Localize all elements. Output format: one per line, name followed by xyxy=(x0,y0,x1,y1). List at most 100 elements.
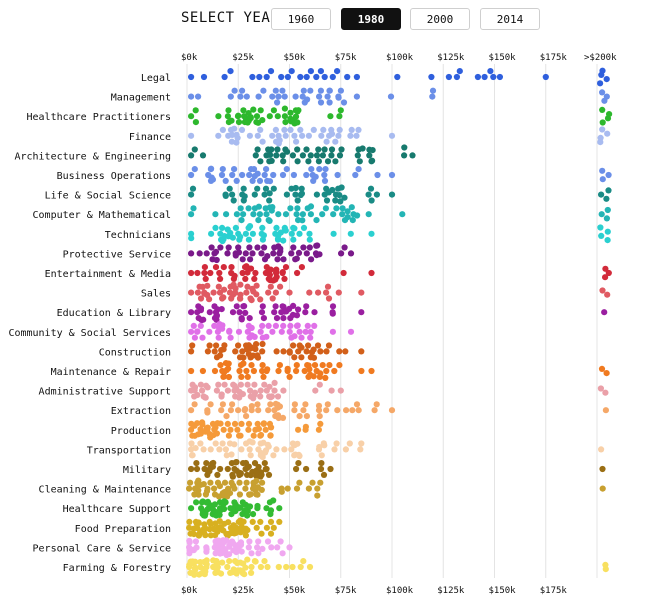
income-dot xyxy=(334,68,341,75)
income-dot xyxy=(335,94,342,101)
income-dot xyxy=(267,530,275,537)
income-dot xyxy=(229,131,236,138)
income-dot xyxy=(237,432,244,439)
income-dot xyxy=(239,269,246,277)
income-dot xyxy=(204,348,211,355)
year-button-2014[interactable]: 2014 xyxy=(480,8,540,30)
income-dot xyxy=(487,68,494,75)
income-dot xyxy=(474,73,481,81)
income-dot xyxy=(261,460,268,467)
income-dot xyxy=(203,546,210,553)
income-dot xyxy=(281,105,288,112)
income-dot xyxy=(209,176,216,183)
overflow-dot xyxy=(602,274,609,281)
income-dot xyxy=(235,249,243,256)
overflow-dot xyxy=(599,465,606,473)
income-dot xyxy=(255,538,262,545)
income-dot xyxy=(307,211,314,218)
income-dot xyxy=(388,171,396,179)
income-dot xyxy=(300,407,307,414)
category-label: Personal Care & Service xyxy=(33,543,171,554)
income-dot xyxy=(358,289,365,296)
income-dot xyxy=(287,322,294,329)
category-label: Production xyxy=(111,426,171,437)
income-dot xyxy=(306,366,313,373)
income-dot xyxy=(352,171,359,179)
income-dot xyxy=(254,146,261,153)
income-dot xyxy=(253,282,260,289)
income-dot xyxy=(232,285,239,292)
income-dot xyxy=(216,269,223,277)
year-button-1960[interactable]: 1960 xyxy=(271,8,331,30)
income-dot xyxy=(369,147,376,154)
income-dot xyxy=(304,322,311,329)
income-dot xyxy=(206,296,213,303)
income-dot xyxy=(231,272,238,279)
income-dot xyxy=(287,126,294,133)
overflow-dot xyxy=(599,106,606,113)
income-dot xyxy=(238,126,246,133)
income-dot xyxy=(322,205,329,212)
income-dot xyxy=(259,545,266,553)
income-dot xyxy=(289,152,296,159)
income-dot xyxy=(206,328,213,335)
income-dot xyxy=(270,107,277,114)
overflow-dot xyxy=(597,385,605,392)
x-tick-label-top: $0k xyxy=(181,53,198,63)
income-dot xyxy=(323,138,330,145)
income-dot xyxy=(355,166,362,173)
income-dot xyxy=(245,426,252,433)
select-year-label: SELECT YEAR xyxy=(181,10,280,26)
income-dot xyxy=(219,224,226,231)
income-dot xyxy=(208,244,215,251)
income-dot xyxy=(261,171,268,179)
income-dot xyxy=(290,302,297,309)
category-row: Computer & Mathematical xyxy=(33,203,611,224)
income-dot xyxy=(239,391,246,398)
overflow-dot xyxy=(602,407,610,414)
income-dot xyxy=(236,367,243,375)
income-dot xyxy=(249,518,256,526)
income-dot xyxy=(282,264,290,271)
income-dot xyxy=(306,236,313,243)
income-dot xyxy=(280,158,287,165)
income-dot xyxy=(245,236,252,243)
income-dot xyxy=(227,407,234,414)
income-dot xyxy=(254,502,261,510)
income-dot xyxy=(259,322,266,329)
income-dot xyxy=(307,203,315,210)
income-dot xyxy=(224,420,231,427)
income-dot xyxy=(189,452,196,459)
income-dot xyxy=(303,250,310,257)
income-dot xyxy=(337,198,344,205)
overflow-dot xyxy=(599,287,606,294)
income-dot xyxy=(213,430,220,437)
overflow-dot xyxy=(599,126,606,133)
income-dot xyxy=(339,211,346,218)
income-dot xyxy=(265,289,272,296)
income-dot xyxy=(260,420,267,427)
income-dot xyxy=(255,217,262,224)
income-dot xyxy=(254,185,261,192)
category-label: Food Preparation xyxy=(75,524,171,535)
income-dot xyxy=(317,99,325,106)
income-dot xyxy=(255,407,262,414)
income-dot xyxy=(401,152,408,159)
income-dot xyxy=(307,87,314,94)
year-button-2000[interactable]: 2000 xyxy=(410,8,470,30)
income-dot xyxy=(253,341,260,348)
income-dot xyxy=(197,426,204,433)
income-dot xyxy=(349,407,356,414)
income-dot xyxy=(357,446,364,453)
overflow-dot xyxy=(604,130,611,137)
income-dot xyxy=(206,342,213,349)
income-dot xyxy=(200,73,208,81)
income-dot xyxy=(254,132,261,139)
year-button-1980[interactable]: 1980 xyxy=(341,8,401,30)
income-dot xyxy=(329,303,337,310)
income-dot xyxy=(337,87,344,94)
income-dot xyxy=(221,479,229,486)
income-dot xyxy=(356,158,363,165)
income-dot xyxy=(282,211,290,218)
income-dot xyxy=(227,229,234,237)
